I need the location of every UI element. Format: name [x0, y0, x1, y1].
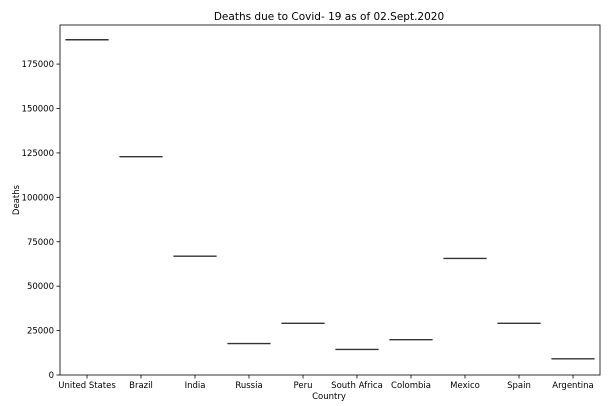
x-tick-label: Colombia — [391, 381, 431, 391]
y-tick-label: 175000 — [22, 60, 54, 70]
x-tick-label: Peru — [294, 381, 313, 391]
x-tick-label: Brazil — [129, 381, 153, 391]
y-axis-ticks: 0 25000 50000 75000 100000 125000 150000 175000 — [22, 60, 60, 381]
x-tick-label: Russia — [235, 381, 262, 391]
x-tick-label: South Africa — [331, 381, 383, 391]
x-axis-label: Country — [312, 392, 346, 402]
y-axis-label: Deaths — [12, 184, 22, 215]
y-tick-label: 25000 — [27, 327, 54, 337]
chart-marks — [65, 39, 595, 360]
x-tick-label: United States — [58, 381, 116, 391]
x-tick-label: Spain — [507, 381, 531, 391]
plot-frame — [59, 24, 601, 376]
x-axis-ticks: United States Brazil India Russia Peru South … — [58, 375, 594, 391]
x-tick-label: Argentina — [552, 381, 593, 391]
x-tick-label: Mexico — [450, 381, 480, 391]
y-tick-label: 0 — [49, 371, 54, 381]
y-tick-label: 100000 — [22, 193, 54, 203]
y-tick-label: 150000 — [22, 105, 54, 115]
y-tick-label: 75000 — [27, 238, 54, 248]
y-tick-label: 125000 — [22, 149, 54, 159]
y-tick-label: 50000 — [27, 282, 54, 292]
chart-title: Deaths due to Covid- 19 as of 02.Sept.20… — [214, 11, 444, 23]
x-tick-label: India — [185, 381, 206, 391]
